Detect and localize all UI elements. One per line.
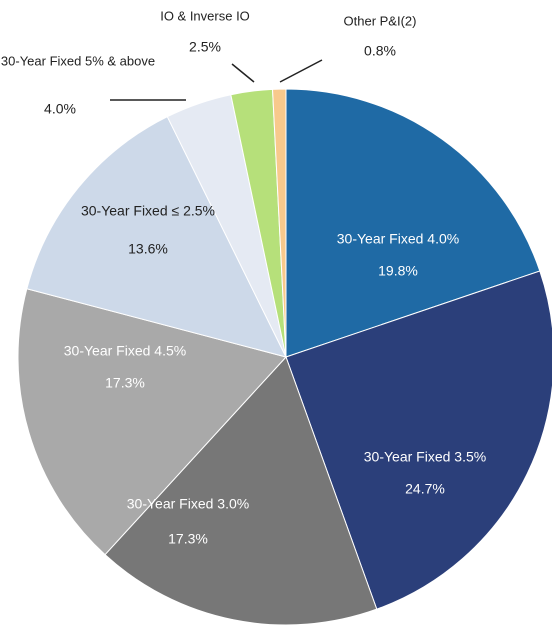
slice-label: 30-Year Fixed 5% & above (1, 53, 155, 68)
slice-value: 19.8% (378, 263, 418, 279)
pie-slice (272, 88, 287, 358)
pie-slice (285, 88, 541, 358)
slice-label: 30-Year Fixed 4.5% (64, 343, 186, 359)
pie-slice (104, 356, 378, 626)
slice-value: 13.6% (128, 241, 168, 257)
slice-label: 30-Year Fixed 4.0% (337, 231, 459, 247)
pie-slice (26, 116, 287, 358)
slice-label: IO & Inverse IO (160, 8, 250, 23)
leader-line (231, 63, 255, 83)
slice-value: 24.7% (405, 481, 445, 497)
slice-value: 2.5% (189, 39, 221, 55)
slice-value: 4.0% (44, 101, 76, 117)
slice-label: 30-Year Fixed 3.5% (364, 449, 486, 465)
slice-value: 17.3% (168, 531, 208, 547)
slice-value: 0.8% (364, 43, 396, 59)
slice-label: 30-Year Fixed 3.0% (127, 496, 249, 512)
slice-value: 17.3% (105, 375, 145, 391)
slice-label: Other P&I(2) (344, 13, 417, 28)
pie-slice (17, 288, 287, 556)
slice-label: 30-Year Fixed ≤ 2.5% (81, 203, 215, 219)
leader-line (279, 59, 323, 83)
